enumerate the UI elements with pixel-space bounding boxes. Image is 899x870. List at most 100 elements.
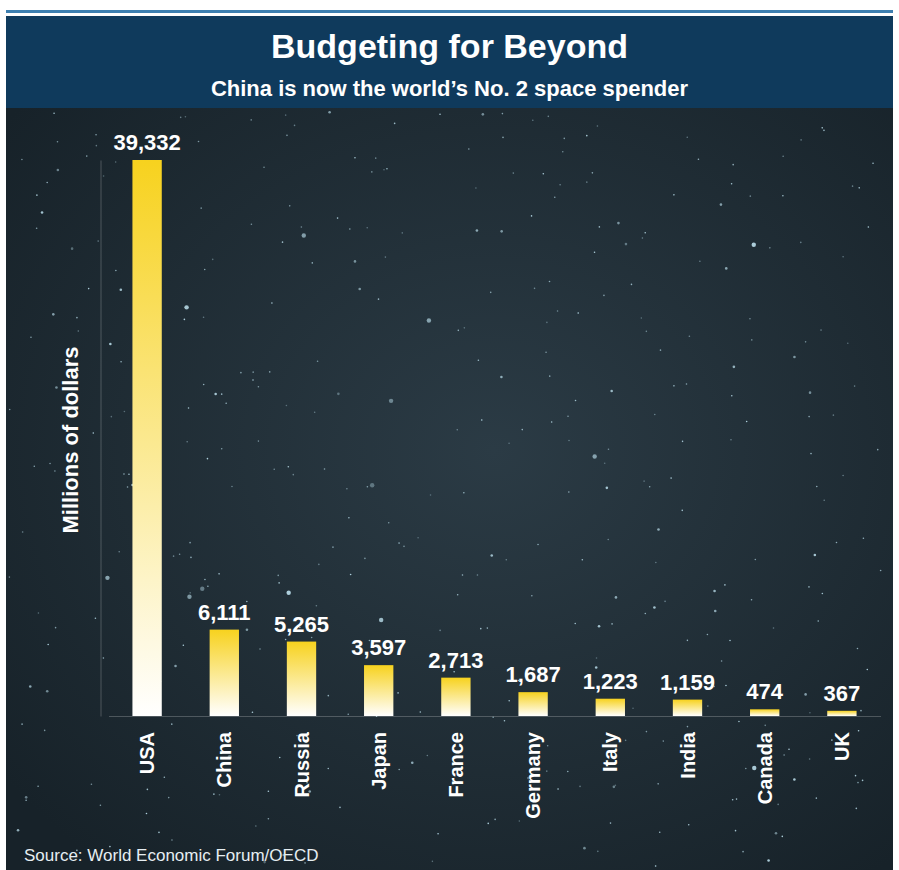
star <box>278 582 280 584</box>
star <box>164 776 166 778</box>
star <box>731 183 733 185</box>
star <box>545 351 547 353</box>
star <box>168 797 170 799</box>
star <box>100 804 102 806</box>
star <box>204 269 206 271</box>
star <box>764 725 766 727</box>
star <box>645 613 647 615</box>
star <box>868 226 870 228</box>
star <box>707 634 709 636</box>
bar <box>210 630 239 716</box>
star <box>644 232 646 234</box>
star <box>21 723 23 725</box>
x-tick: UK <box>831 716 853 761</box>
star <box>610 822 612 824</box>
bar <box>364 665 393 716</box>
star <box>583 847 586 850</box>
x-tick-label: India <box>677 731 699 779</box>
star <box>25 799 27 801</box>
star <box>755 559 757 561</box>
star <box>490 554 493 557</box>
sky-bg <box>6 108 893 870</box>
star <box>482 113 485 116</box>
star <box>782 155 784 157</box>
star <box>183 645 185 647</box>
star <box>123 473 125 475</box>
star <box>598 625 601 628</box>
bar <box>287 642 316 716</box>
star <box>92 432 94 434</box>
star <box>816 797 818 799</box>
star <box>271 302 273 304</box>
star <box>9 576 11 578</box>
star <box>240 372 242 374</box>
star <box>596 657 598 659</box>
star <box>809 758 811 760</box>
star <box>476 229 479 232</box>
x-tick: Italy <box>599 716 621 772</box>
star <box>742 851 744 853</box>
star <box>670 477 672 479</box>
star <box>402 232 404 234</box>
star <box>494 819 496 821</box>
star <box>312 262 314 264</box>
x-tick: China <box>213 716 235 788</box>
star <box>427 755 429 757</box>
star <box>788 748 790 750</box>
star <box>188 407 190 409</box>
star <box>586 135 588 137</box>
star <box>91 784 93 786</box>
star <box>57 141 59 143</box>
star <box>302 233 306 237</box>
star <box>563 138 565 140</box>
star <box>751 599 753 601</box>
y-axis-title: Millions of dollars <box>58 346 83 533</box>
star <box>246 628 249 631</box>
data-label: 474 <box>746 679 783 704</box>
star <box>97 240 99 242</box>
star <box>567 416 569 418</box>
star <box>487 627 489 629</box>
star <box>745 768 747 770</box>
data-label: 1,223 <box>583 669 638 694</box>
star <box>513 172 515 174</box>
star <box>46 690 49 693</box>
star <box>398 769 400 771</box>
star <box>214 393 217 396</box>
star <box>111 416 113 418</box>
star <box>699 260 701 262</box>
star <box>203 316 205 318</box>
star <box>21 159 23 161</box>
star <box>146 813 148 815</box>
star <box>96 145 98 147</box>
star <box>286 591 290 595</box>
star <box>617 222 620 225</box>
star <box>53 112 55 114</box>
data-label: 1,687 <box>506 662 561 687</box>
star <box>71 247 74 250</box>
subtitle: China is now the world’s No. 2 space spe… <box>211 76 689 101</box>
bar <box>673 700 702 716</box>
star <box>732 799 734 801</box>
star <box>103 657 105 659</box>
star <box>732 164 734 166</box>
x-tick: Canada <box>754 716 776 804</box>
star <box>179 553 181 555</box>
star <box>505 559 507 561</box>
star <box>180 117 182 119</box>
star <box>439 113 441 115</box>
star <box>615 785 617 787</box>
star <box>95 617 97 619</box>
star <box>574 623 576 625</box>
star <box>682 441 684 443</box>
star <box>173 555 175 557</box>
star <box>337 217 339 219</box>
star <box>673 385 675 387</box>
star <box>52 313 55 316</box>
star <box>531 595 533 597</box>
star <box>721 660 723 662</box>
star <box>36 194 38 196</box>
star <box>842 256 844 258</box>
star <box>174 665 177 668</box>
star <box>47 644 49 646</box>
